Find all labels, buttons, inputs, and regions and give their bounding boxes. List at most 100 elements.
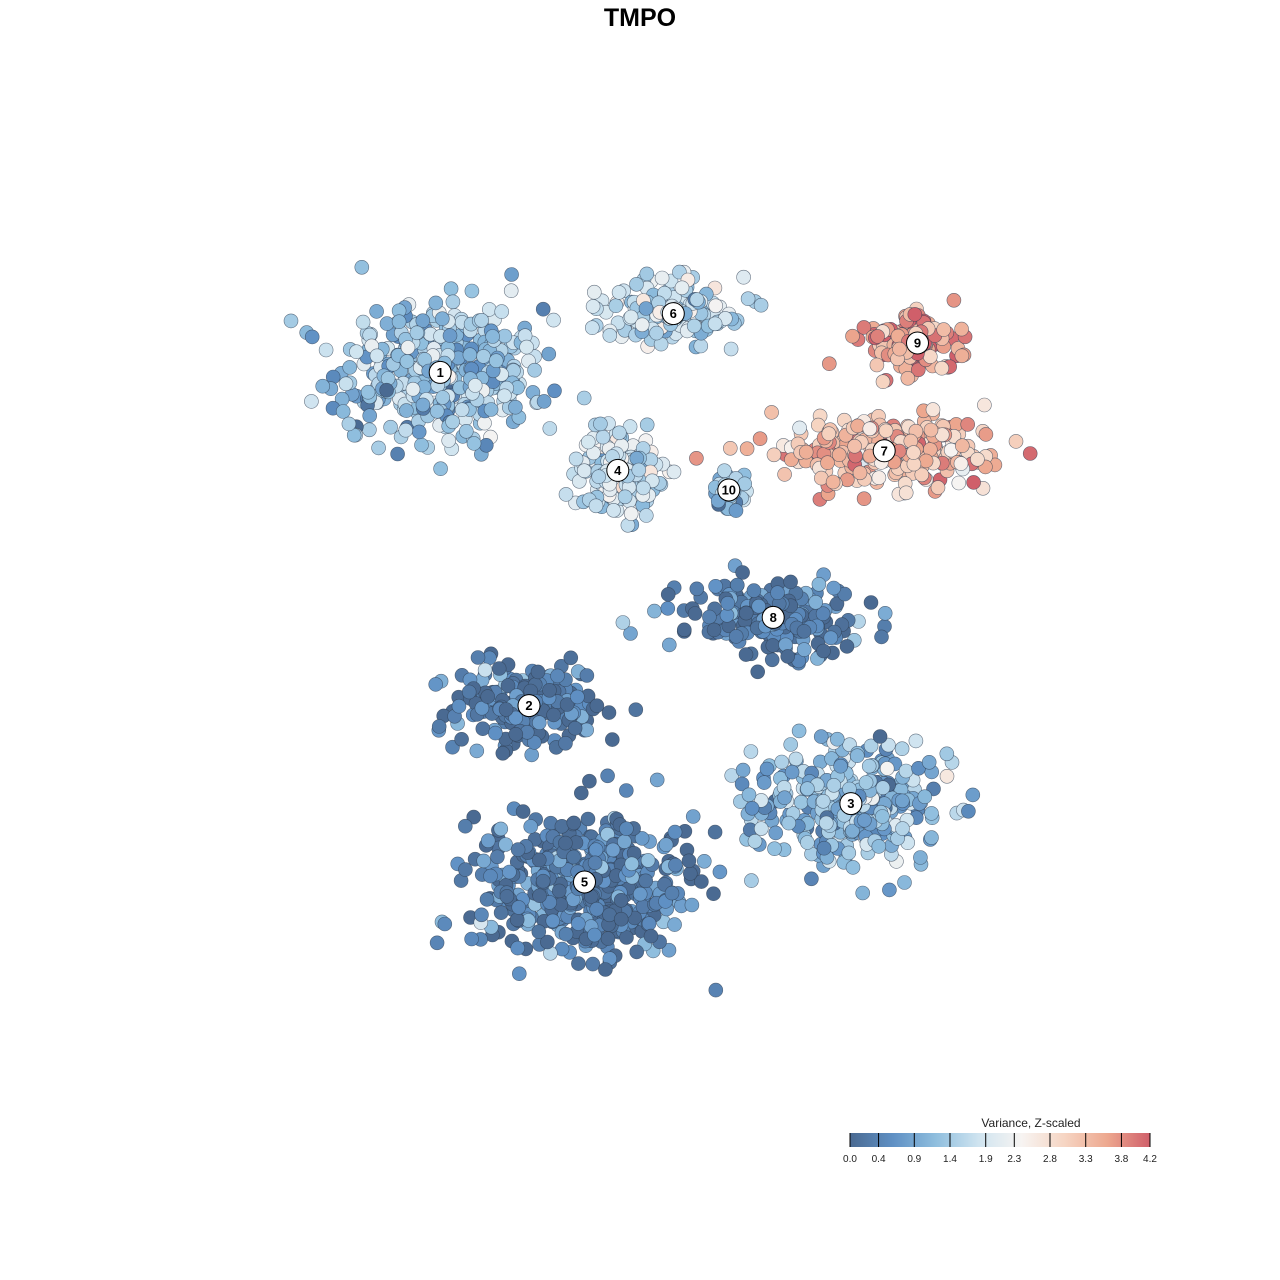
cell-point [457,818,473,834]
cell-point [580,434,596,450]
cluster-label-10: 10 [717,478,741,502]
cell-point [647,603,662,619]
cell-point [639,266,655,282]
cell-point [689,581,705,597]
cell-point [638,301,654,316]
cell-point [821,426,837,442]
cell-point [850,418,866,434]
cell-point [954,321,969,337]
cell-point [461,684,477,700]
cell-point [527,362,542,378]
cell-point [623,506,639,522]
cell-point [502,864,517,880]
cell-point [585,956,601,972]
cell-point [708,298,724,314]
cell-point [747,833,763,849]
cell-point [483,402,499,417]
cell-point [767,841,782,857]
cell-point [362,422,377,438]
cell-point [355,314,371,330]
cell-point [685,809,701,824]
cell-point [371,440,386,456]
cell-point [898,763,914,779]
cell-point [863,738,879,754]
cell-point [611,425,627,441]
cell-point [589,698,605,714]
cell-point [315,378,331,394]
cell-point [861,758,877,774]
cell-point [667,917,682,932]
cell-point [573,785,589,801]
cell-point [536,394,552,409]
cell-point [777,467,792,482]
cell-point [429,403,445,419]
points-layer [283,259,1038,998]
cell-point [474,312,489,328]
cluster-label-1: 1 [428,360,452,384]
cell-point [550,668,565,684]
cell-point [568,451,584,467]
cell-point [759,761,775,777]
cell-point [684,897,700,913]
cell-point [791,723,807,739]
cell-point [826,777,842,793]
cell-point [744,873,759,888]
cell-point [509,912,525,928]
cell-point [804,871,819,887]
cell-point [907,307,923,322]
cell-point [584,320,600,336]
cell-point [433,461,448,477]
cell-point [474,907,489,923]
cell-point [542,682,557,698]
cell-point [689,292,705,307]
cluster-label-badge [839,792,863,816]
cell-point [829,731,845,747]
cell-point [443,281,459,297]
cell-point [728,503,744,518]
cell-point [571,956,586,971]
cell-point [977,397,992,413]
cell-point [619,821,634,837]
cell-point [752,431,768,447]
cell-point [960,417,976,432]
cell-point [508,726,524,742]
cell-point [738,647,754,662]
cell-point [707,824,723,840]
cell-point [498,837,513,852]
cell-point [811,576,827,592]
cell-point [399,354,415,369]
cell-point [922,349,938,364]
cell-point [877,605,893,621]
cell-point [764,652,780,668]
cell-point [852,465,868,481]
cell-point [478,437,494,453]
cell-point [751,598,767,614]
cluster-label-9: 9 [906,331,929,355]
cell-point [813,729,829,744]
cell-point [783,737,799,752]
cell-point [777,790,792,806]
legend-tick-label: 2.3 [1007,1154,1021,1165]
cell-point [735,565,750,580]
cell-point [639,417,655,433]
cluster-label-badge [606,458,630,482]
cell-point [499,889,515,904]
cell-point [475,721,491,737]
cell-point [857,812,872,828]
cell-point [908,733,924,749]
cell-point [558,735,573,751]
cell-point [793,794,809,810]
cell-point [900,370,916,386]
cell-point [409,325,425,341]
cell-point [464,931,479,947]
cell-point [924,806,939,821]
cell-point [712,864,728,880]
cell-point [474,700,490,716]
cell-point [770,585,785,601]
cell-point [508,399,523,415]
cell-point [593,416,608,432]
cell-point [570,689,585,705]
cell-point [400,340,416,355]
cell-point [918,453,934,469]
cell-point [479,892,495,907]
